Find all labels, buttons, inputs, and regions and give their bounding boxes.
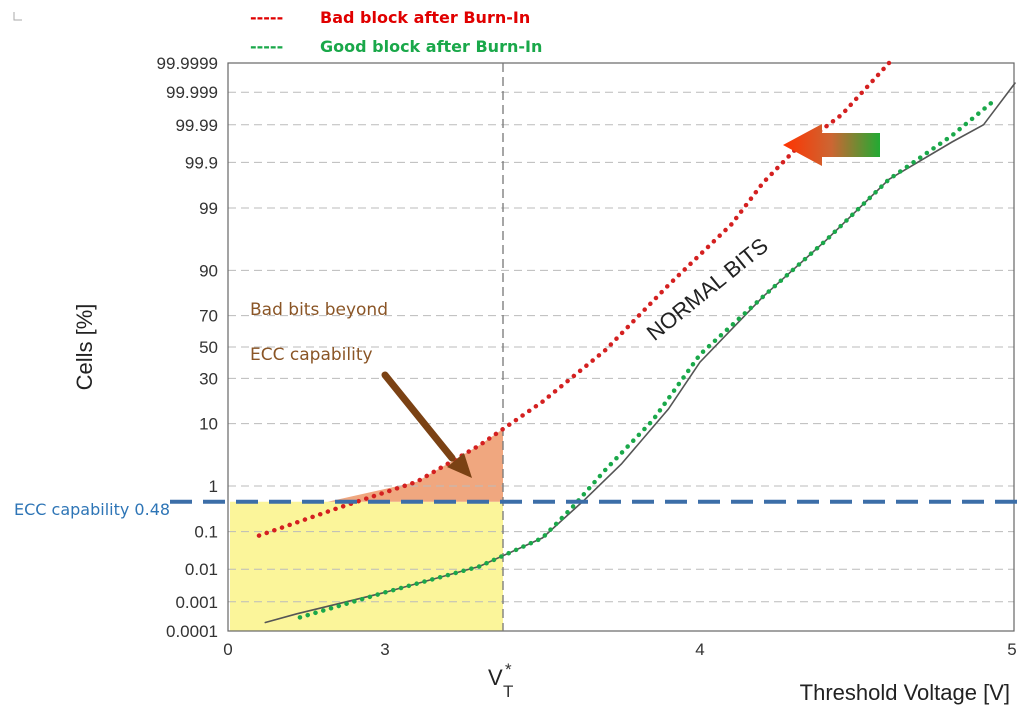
legend: ----- Bad block after Burn-In ----- Good… <box>250 8 542 56</box>
bad-bits-region <box>327 429 503 502</box>
y-tick-label: 1 <box>209 477 218 496</box>
y-tick-label: 99.9999 <box>157 54 218 73</box>
good-block-curve <box>297 99 996 620</box>
vt-label-sub: T <box>503 682 513 701</box>
shift-arrow <box>783 124 880 166</box>
vt-label-main: V <box>488 665 503 690</box>
brown-arrow <box>381 371 472 478</box>
normal-bits-label: NORMAL BITS <box>642 233 773 346</box>
legend-label-good: Good block after Burn-In <box>320 37 542 56</box>
y-tick-label: 70 <box>199 307 218 326</box>
legend-label-bad: Bad block after Burn-In <box>320 8 530 27</box>
y-axis-title: Cells [%] <box>72 304 97 391</box>
y-tick-label: 90 <box>199 261 218 280</box>
y-tick-label: 10 <box>199 415 218 434</box>
y-tick-label: 99.99 <box>175 116 218 135</box>
yellow-region <box>230 501 503 631</box>
bad-bits-annotation-line2: ECC capability <box>250 345 373 365</box>
bad-bits-annotation-line1: Bad bits beyond <box>250 300 388 320</box>
y-tick-label: 99.9 <box>185 153 218 172</box>
x-tick-label: 0 <box>223 640 232 659</box>
x-axis-title: Threshold Voltage [V] <box>800 680 1010 705</box>
ecc-capability-label: ECC capability 0.48 <box>14 500 170 519</box>
legend-dash-good: ----- <box>250 37 283 56</box>
y-tick-label: 99.999 <box>166 83 218 102</box>
y-tick-label: 0.01 <box>185 560 218 579</box>
y-tick-labels: 99.999999.99999.9999.999907050301010.10.… <box>157 54 218 641</box>
x-tick-label: 3 <box>380 640 389 659</box>
y-tick-label: 99 <box>199 199 218 218</box>
grid <box>228 91 1014 603</box>
y-tick-label: 0.001 <box>175 593 218 612</box>
y-tick-label: 0.0001 <box>166 622 218 641</box>
x-tick-label: 5 <box>1007 640 1016 659</box>
y-tick-label: 50 <box>199 338 218 357</box>
corner-mark <box>13 12 22 21</box>
vt-label: V * T <box>488 660 513 701</box>
x-tick-labels: 0 3 4 5 <box>223 640 1016 659</box>
legend-dash-bad: ----- <box>250 8 283 27</box>
y-tick-label: 0.1 <box>194 523 218 542</box>
x-tick-label: 4 <box>695 640 704 659</box>
vt-label-sup: * <box>505 660 512 679</box>
plot-frame <box>227 62 1015 632</box>
y-tick-label: 30 <box>199 369 218 388</box>
